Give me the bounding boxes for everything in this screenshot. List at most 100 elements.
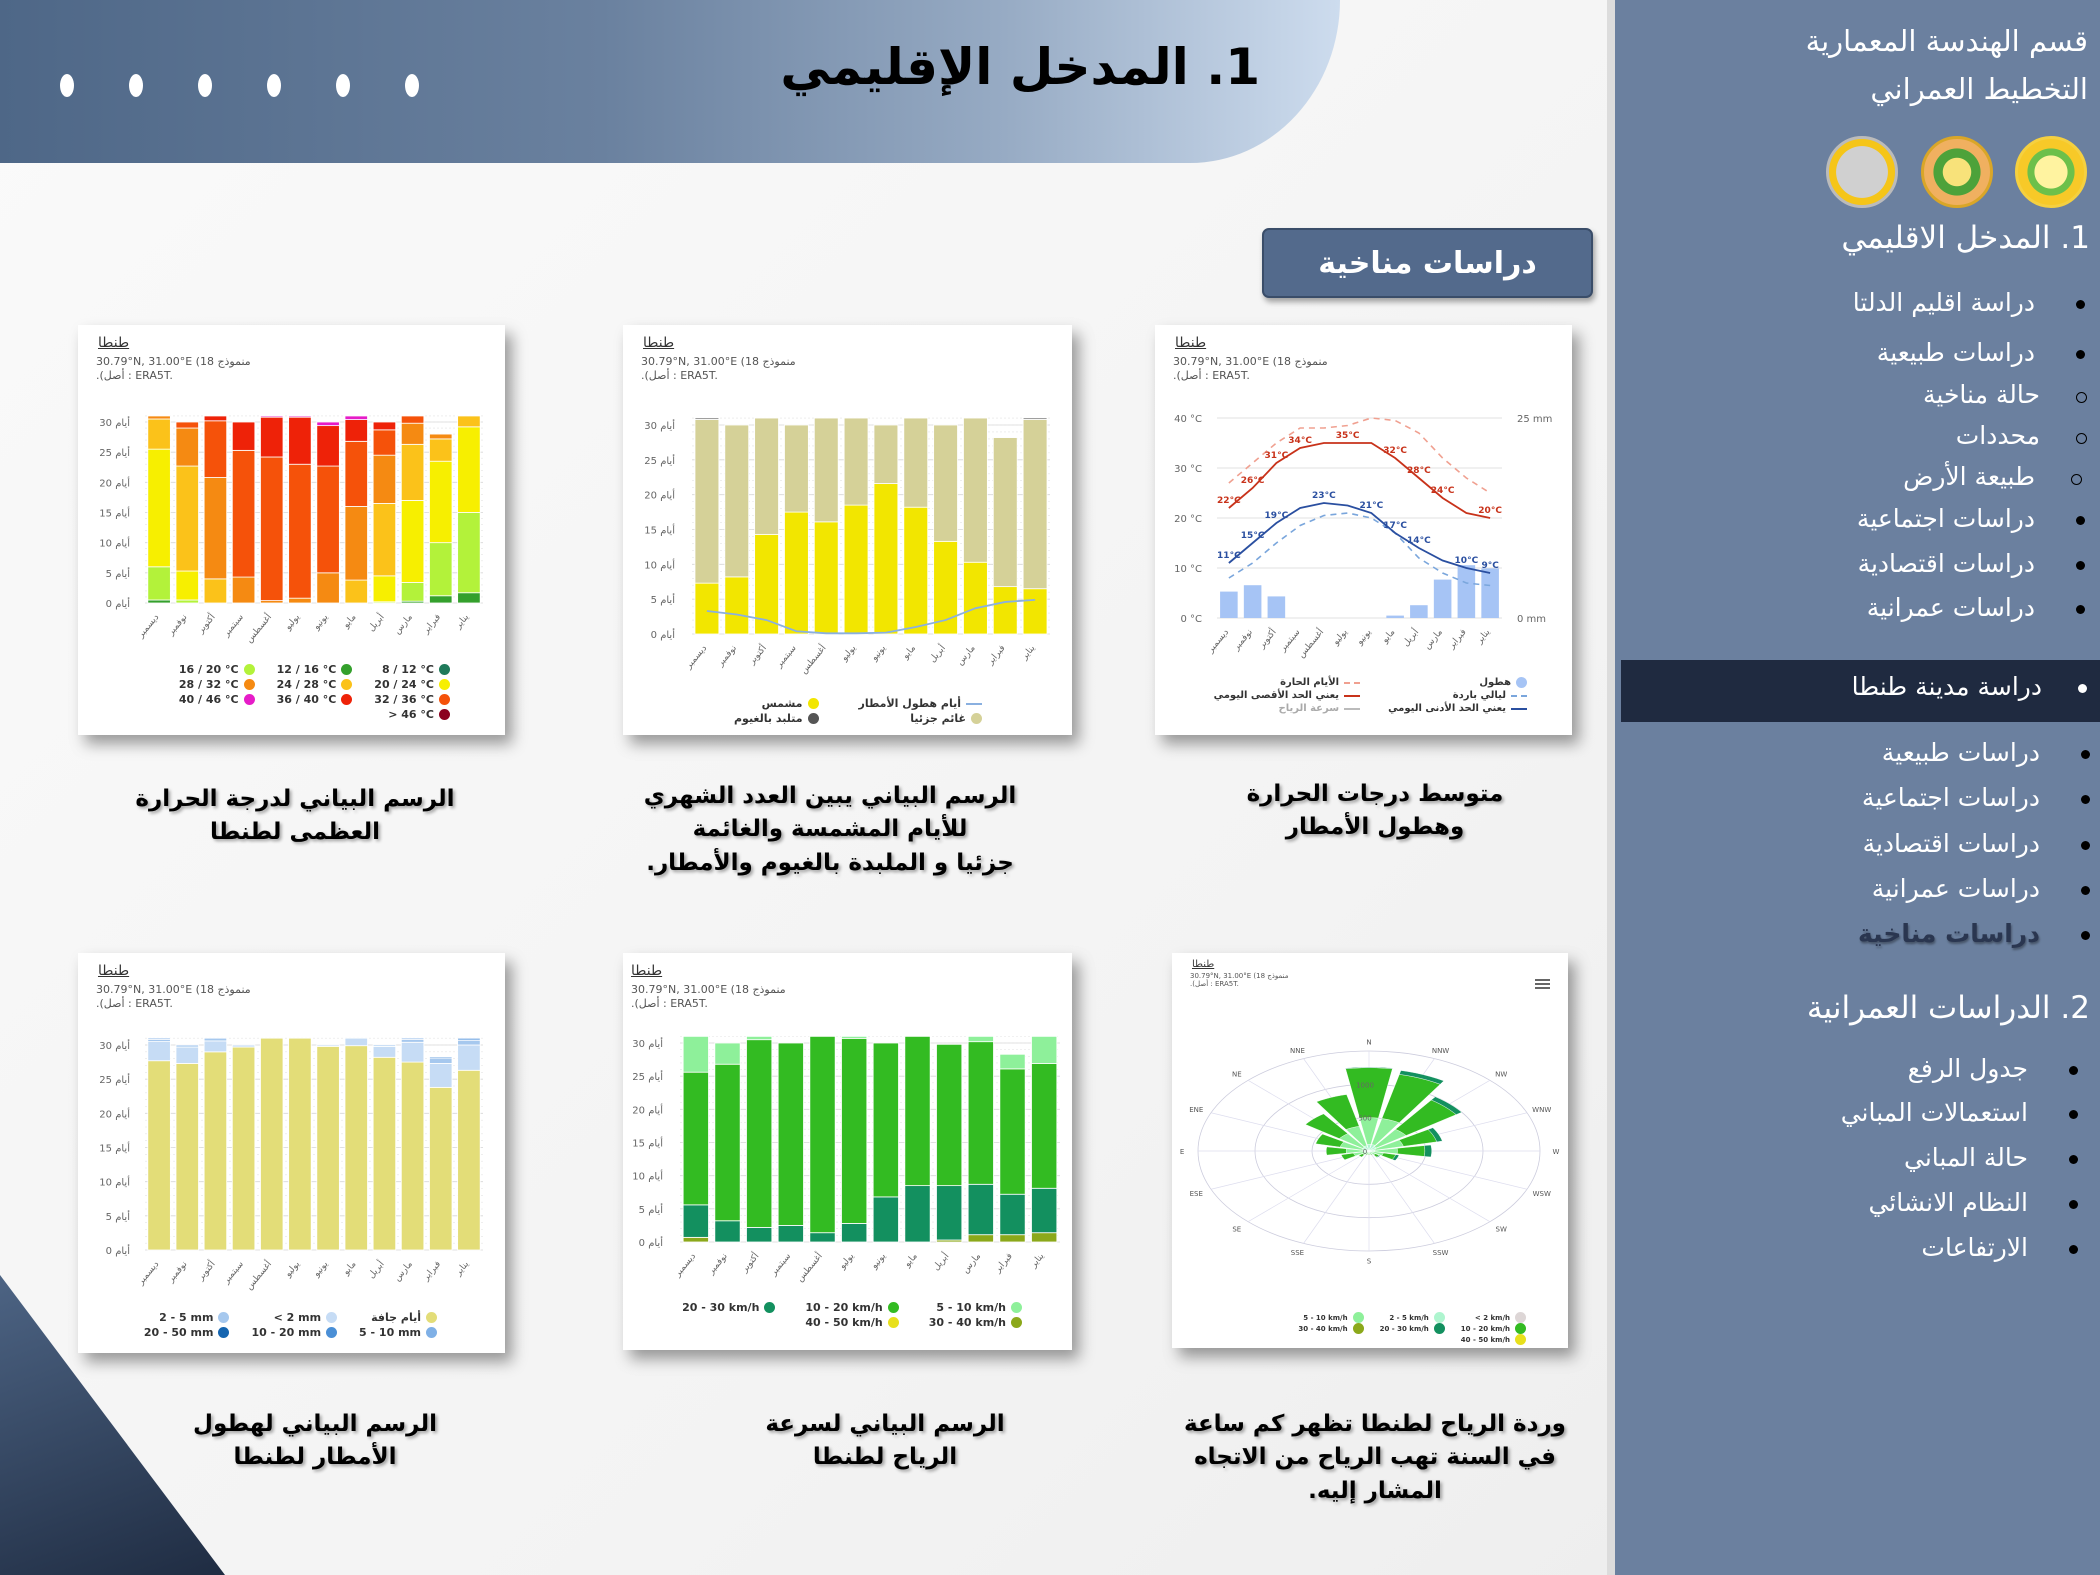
legend-item[interactable]: يعني الحد الأقصى اليومي — [1214, 690, 1361, 701]
legend-item[interactable]: متلبد بالغيوم — [734, 712, 819, 725]
legend-item[interactable]: 20 - 50 mm — [144, 1326, 230, 1339]
sidebar-item-building-uses[interactable]: استعمالات المباني — [1841, 1098, 2078, 1127]
legend-item[interactable]: ليالي باردة — [1388, 690, 1527, 701]
caption-line: وهطول الأمطار — [1285, 814, 1465, 841]
legend-item[interactable]: < 2 km/h — [1461, 1312, 1526, 1323]
legend-item[interactable]: 20 - 30 km/h — [682, 1301, 776, 1314]
climate-studies-button[interactable]: دراسات مناخية — [1262, 228, 1593, 298]
caption-line: للأيام المشمسة والغائمة — [692, 816, 968, 843]
sidebar-subitem-constraints[interactable]: محددات — [1956, 421, 2087, 450]
legend-item[interactable]: 2 - 5 km/h — [1380, 1312, 1445, 1323]
legend-item[interactable]: 40 / 46 °C — [179, 693, 255, 706]
circle-bullet-icon — [2071, 474, 2082, 485]
sidebar-item-urban-studies[interactable]: دراسات عمرانية — [1867, 593, 2085, 622]
bar-segment — [936, 1185, 963, 1241]
sidebar-item-heights[interactable]: الارتفاعات — [1921, 1233, 2078, 1262]
sidebar-section-urban[interactable]: 2. الدراسات العمرانية — [1806, 990, 2090, 1026]
legend-item[interactable]: 5 - 10 km/h — [1298, 1312, 1364, 1323]
legend-item[interactable]: أيام جافة — [359, 1311, 437, 1324]
y-tick-label: 30 أيام — [632, 1037, 663, 1050]
caption-temperature-precipitation: متوسط درجات الحرارة وهطول الأمطار — [1247, 778, 1504, 845]
sidebar-item-survey-table[interactable]: جدول الرفع — [1908, 1054, 2078, 1083]
legend-item[interactable]: 40 - 50 km/h — [1461, 1334, 1526, 1345]
bar-segment — [903, 417, 929, 508]
x-tick-label: يناير — [1028, 1251, 1047, 1270]
legend-item[interactable]: 5 - 10 mm — [359, 1326, 437, 1339]
sidebar-item-building-condition[interactable]: حالة المباني — [1904, 1143, 2078, 1172]
legend-marker-icon — [439, 694, 450, 705]
legend-item[interactable]: 40 - 50 km/h — [805, 1316, 899, 1329]
sidebar: قسم الهندسة المعمارية التخطيط العمراني 1… — [1607, 0, 2100, 1575]
legend-item[interactable]: 36 / 40 °C — [277, 693, 353, 706]
sidebar-subitem-land-nature[interactable]: طبيعة الأرض — [1903, 462, 2082, 491]
y-tick-label: 10 أيام — [644, 558, 675, 571]
y-tick-label: 10 أيام — [99, 537, 130, 550]
rose-wedge — [1396, 1145, 1426, 1157]
legend-item[interactable]: أيام هطول الأمطار — [859, 697, 982, 710]
bar-segment — [429, 1057, 453, 1064]
legend-item[interactable]: < 2 mm — [251, 1311, 338, 1324]
legend-item[interactable]: يعني الحد الأدنى اليومي — [1388, 703, 1527, 714]
x-tick-label: فبراير — [421, 613, 443, 637]
sidebar-item-tanta-city-active[interactable]: دراسة مدينة طنطا — [1852, 672, 2087, 701]
legend-item[interactable]: 30 - 40 km/h — [1298, 1323, 1364, 1334]
sidebar-city-item-climate-current[interactable]: دراسات مناخية — [1858, 919, 2090, 948]
legend-item[interactable]: 16 / 20 °C — [179, 663, 255, 676]
bar-segment — [429, 1056, 453, 1059]
sidebar-item-natural-studies[interactable]: دراسات طبيعية — [1877, 338, 2085, 367]
sidebar-subitem-climate[interactable]: حالة مناخية — [1923, 380, 2087, 409]
legend-item[interactable]: 10 - 20 km/h — [1461, 1323, 1526, 1334]
legend-item[interactable]: هطول — [1388, 677, 1527, 688]
legend-item[interactable]: 32 / 36 °C — [374, 693, 450, 706]
x-tick-label: مارس — [1423, 627, 1445, 651]
legend-item[interactable]: مشمس — [734, 697, 819, 710]
direction-label: SW — [1496, 1225, 1507, 1233]
circle-bullet-icon — [2076, 392, 2087, 403]
max-temp-label: 26°C — [1241, 476, 1265, 486]
legend-item[interactable]: 20 / 24 °C — [374, 678, 450, 691]
bar-segment — [147, 1037, 171, 1040]
sidebar-section-regional[interactable]: 1. المدخل الاقليمي — [1841, 220, 2090, 256]
sidebar-item-delta-region[interactable]: دراسة اقليم الدلتا — [1853, 288, 2085, 317]
legend-item[interactable]: > 46 °C — [374, 708, 450, 721]
legend-item[interactable]: غائم جزئيا — [859, 712, 982, 725]
legend-item[interactable]: 5 - 10 km/h — [929, 1301, 1022, 1314]
sidebar-item-structural-system[interactable]: النظام الانشائي — [1868, 1188, 2078, 1217]
legend-item[interactable]: 10 - 20 mm — [251, 1326, 338, 1339]
legend-item[interactable]: 10 - 20 km/h — [805, 1301, 899, 1314]
bar-segment — [260, 1037, 284, 1251]
legend-item[interactable]: 20 - 30 km/h — [1380, 1323, 1445, 1334]
x-tick-label: يناير — [1474, 627, 1493, 646]
y-tick-label: 20 °C — [1174, 514, 1202, 525]
sidebar-city-item-economic[interactable]: دراسات اقتصادية — [1863, 829, 2090, 858]
legend-item[interactable]: سرعة الرياح — [1214, 703, 1361, 714]
legend-item[interactable]: 2 - 5 mm — [144, 1311, 230, 1324]
bar-segment — [203, 1040, 228, 1053]
caption-line: الرسم البياني لسرعة — [765, 1411, 1005, 1437]
sidebar-city-item-urban[interactable]: دراسات عمرانية — [1872, 874, 2090, 903]
y-tick-label: 20 أيام — [99, 1107, 130, 1120]
legend-item[interactable]: الأيام الحارة — [1214, 677, 1361, 688]
legend-item[interactable]: 30 - 40 km/h — [929, 1316, 1022, 1329]
bar-segment — [175, 1063, 199, 1251]
legend-item[interactable]: 12 / 16 °C — [277, 663, 353, 676]
item-label: دراسات طبيعية — [1881, 738, 2040, 767]
bar-segment — [682, 1071, 709, 1206]
bar-segment — [344, 419, 368, 442]
sidebar-item-economic-studies[interactable]: دراسات اقتصادية — [1858, 549, 2085, 578]
bar-segment — [841, 1223, 868, 1243]
legend-marker-icon — [1344, 707, 1361, 710]
bar-segment — [903, 506, 929, 635]
max-temp-label: 24°C — [1431, 486, 1455, 496]
bar-segment — [344, 1045, 368, 1251]
legend-marker-icon — [426, 1312, 437, 1323]
hamburger-menu-icon[interactable] — [1535, 979, 1550, 989]
sidebar-city-item-social[interactable]: دراسات اجتماعية — [1862, 783, 2090, 812]
legend-item[interactable]: 8 / 12 °C — [374, 663, 450, 676]
cold-nights-line — [1228, 512, 1491, 587]
legend-item[interactable]: 24 / 28 °C — [277, 678, 353, 691]
sidebar-city-item-natural[interactable]: دراسات طبيعية — [1881, 738, 2090, 767]
legend-item[interactable]: 28 / 32 °C — [179, 678, 255, 691]
sidebar-item-social-studies[interactable]: دراسات اجتماعية — [1857, 504, 2085, 533]
caption-line: في السنة تهب الرياح من الاتجاه — [1194, 1444, 1556, 1471]
